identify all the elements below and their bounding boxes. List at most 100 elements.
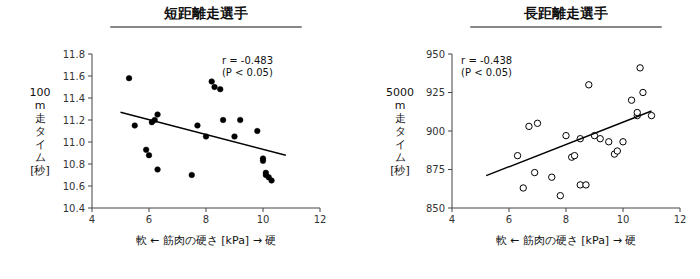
- scatter-point: [549, 174, 555, 180]
- y-tick: [448, 169, 452, 170]
- scatter-point: [520, 185, 526, 191]
- x-axis-label: 軟 ← 筋肉の硬さ [kPa] → 硬: [136, 234, 277, 247]
- scatter-point: [514, 152, 520, 158]
- scatter-point: [571, 152, 577, 158]
- y-tick: [88, 120, 92, 121]
- x-tick-label: 12: [314, 214, 327, 225]
- y-tick-label: 950: [426, 49, 445, 60]
- y-axis-label-line: ム: [395, 151, 406, 164]
- scatter-point: [195, 123, 201, 129]
- y-tick-label: 900: [426, 126, 445, 137]
- x-axis-label: 軟 ← 筋肉の硬さ [kPa] → 硬: [496, 234, 637, 247]
- y-tick: [88, 142, 92, 143]
- x-tick: [509, 208, 510, 212]
- y-tick: [448, 208, 452, 209]
- scatter-point: [269, 178, 275, 184]
- x-tick-label: 4: [449, 214, 455, 225]
- scatter-point: [146, 152, 152, 158]
- scatter-point: [254, 128, 260, 134]
- annotation-line: (P < 0.05): [461, 67, 512, 78]
- scatter-point: [260, 158, 266, 164]
- scatter-point: [126, 75, 132, 81]
- scatter-point: [155, 167, 161, 173]
- scatter-point: [628, 97, 634, 103]
- y-tick: [448, 54, 452, 55]
- scatter-point: [563, 132, 569, 138]
- y-tick-label: 11.6: [63, 71, 85, 82]
- title-underline: [470, 27, 662, 28]
- y-axis-label-line: タ: [35, 125, 46, 138]
- scatter-point: [597, 136, 603, 142]
- panel: 10.410.610.811.011.211.411.611.84681012短…: [30, 5, 327, 247]
- plot-area: [121, 75, 286, 183]
- chart-title: 短距離走選手: [163, 5, 248, 21]
- scatter-point: [132, 123, 138, 129]
- x-tick: [92, 208, 93, 212]
- y-axis-label-line: m: [395, 99, 406, 112]
- regression-line: [121, 112, 286, 155]
- annotation-line: (P < 0.05): [222, 67, 273, 78]
- x-tick-label: 10: [617, 214, 630, 225]
- y-tick-label: 875: [426, 164, 445, 175]
- y-tick-label: 10.6: [63, 181, 85, 192]
- scatter-point: [220, 117, 226, 123]
- scatter-point: [648, 112, 654, 118]
- annotation-line: r = -0.438: [461, 55, 512, 66]
- scatter-point: [526, 123, 532, 129]
- scatter-point: [531, 169, 537, 175]
- y-axis-label-line: 走: [395, 112, 406, 125]
- panel: 850 875 900 925 950 4 6 8 10 12 長距離走選手 r = -0.438(P…: [386, 5, 686, 247]
- y-axis-label-line: 100: [30, 86, 51, 99]
- scatter-point: [534, 120, 540, 126]
- scatter-point: [620, 139, 626, 145]
- y-axis-label-line: 5000: [386, 86, 414, 99]
- scatter-point: [634, 109, 640, 115]
- y-tick: [88, 208, 92, 209]
- x-tick: [566, 208, 567, 212]
- y-axis-label-line: 走: [35, 112, 46, 125]
- scatter-point: [212, 84, 218, 90]
- scatter-point: [143, 147, 149, 153]
- scatter-point: [237, 117, 243, 123]
- y-tick: [88, 54, 92, 55]
- regression-line: [486, 111, 651, 176]
- annotation-line: r = -0.483: [222, 55, 273, 66]
- y-axis-label-line: [秒]: [30, 164, 50, 177]
- x-tick-label: 8: [563, 214, 569, 225]
- scatter-point: [640, 89, 646, 95]
- annotation: r = -0.438(P < 0.05): [461, 55, 512, 78]
- y-axis-label-line: m: [35, 99, 46, 112]
- scatter-point: [614, 148, 620, 154]
- y-tick-label: 850: [426, 203, 445, 214]
- annotation: r = -0.483(P < 0.05): [222, 55, 273, 78]
- y-tick: [88, 186, 92, 187]
- scatter-point: [232, 134, 238, 140]
- y-axis-label: 100m走タイム[秒]: [30, 86, 51, 177]
- x-tick-label: 6: [146, 214, 152, 225]
- x-tick: [320, 208, 321, 212]
- y-tick-label: 925: [426, 87, 445, 98]
- x-tick-label: 4: [89, 214, 95, 225]
- scatter-point: [586, 82, 592, 88]
- y-tick: [88, 98, 92, 99]
- plot-area: [486, 65, 655, 199]
- x-tick-label: 10: [257, 214, 270, 225]
- y-axis-label-line: イ: [35, 138, 46, 151]
- chart-title: 長距離走選手: [523, 5, 608, 21]
- x-tick: [206, 208, 207, 212]
- y-tick-label: 10.4: [63, 203, 85, 214]
- x-tick-label: 12: [674, 214, 687, 225]
- title-underline: [110, 27, 302, 28]
- y-tick: [448, 92, 452, 93]
- x-tick: [452, 208, 453, 212]
- y-axis-label-line: イ: [395, 138, 406, 151]
- y-tick: [88, 76, 92, 77]
- scatter-point: [637, 65, 643, 71]
- x-tick-label: 6: [506, 214, 512, 225]
- y-tick-label: 10.8: [63, 159, 85, 170]
- y-axis-label-line: タ: [395, 125, 406, 138]
- y-tick: [448, 131, 452, 132]
- y-tick: [88, 164, 92, 165]
- chart-root: 10.410.610.811.011.211.411.611.84681012短…: [0, 0, 700, 279]
- y-axis-label: 5000m走タイム[秒]: [386, 86, 414, 177]
